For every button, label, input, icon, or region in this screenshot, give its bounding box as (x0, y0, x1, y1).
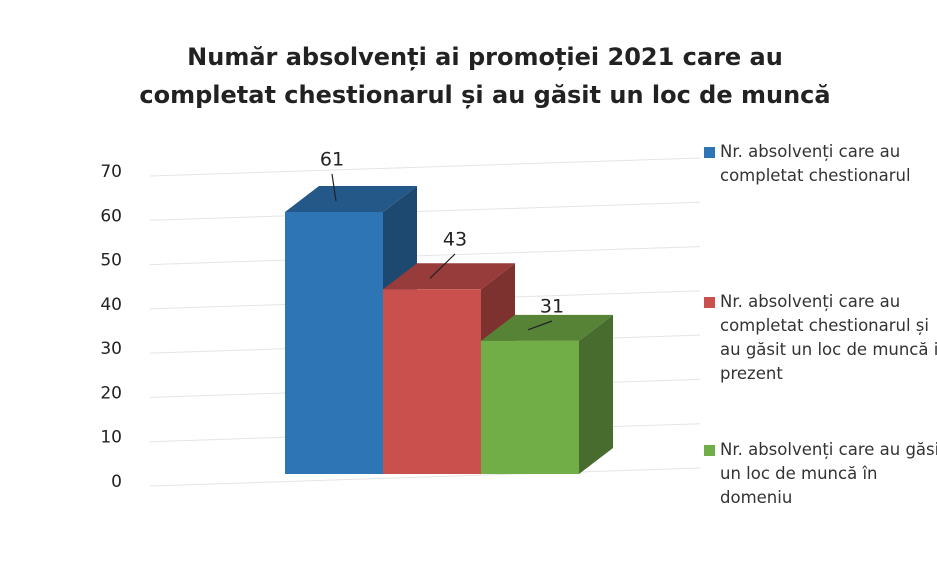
leader-line (331, 173, 337, 202)
leader-line (429, 253, 456, 279)
chart-title: Număr absolvenți ai promoției 2021 care … (139, 43, 831, 109)
bar-top (285, 185, 417, 212)
legend-swatch (704, 297, 715, 308)
bar (383, 289, 481, 474)
y-tick-label: 20 (100, 383, 122, 403)
legend-swatch (704, 147, 715, 158)
legend-label: Nr. absolvenți care au completat chestio… (720, 292, 937, 383)
leader-line (527, 320, 553, 331)
grid-line (149, 467, 701, 487)
y-tick-label: 40 (100, 295, 122, 315)
y-tick-label: 60 (100, 206, 122, 226)
bar (481, 340, 579, 474)
grid-line (149, 246, 701, 266)
grid-line (149, 157, 701, 177)
y-tick-label: 0 (111, 472, 122, 492)
bar-side (579, 314, 613, 474)
legend-label: Nr. absolvenți care au găsit un loc de m… (720, 440, 937, 507)
bar-top (481, 314, 613, 341)
data-label: 43 (443, 229, 467, 251)
grid-line (149, 201, 701, 221)
legend-label: Nr. absolvenți care au completat chestio… (720, 142, 911, 185)
data-label: 31 (540, 296, 564, 318)
y-tick-label: 30 (100, 339, 122, 359)
y-tick-label: 50 (100, 251, 122, 271)
y-tick-label: 10 (100, 428, 122, 448)
y-tick-label: 70 (100, 162, 122, 182)
legend-swatch (704, 445, 715, 456)
bar (285, 211, 383, 474)
bar-top (383, 263, 515, 290)
data-label: 61 (320, 149, 344, 171)
